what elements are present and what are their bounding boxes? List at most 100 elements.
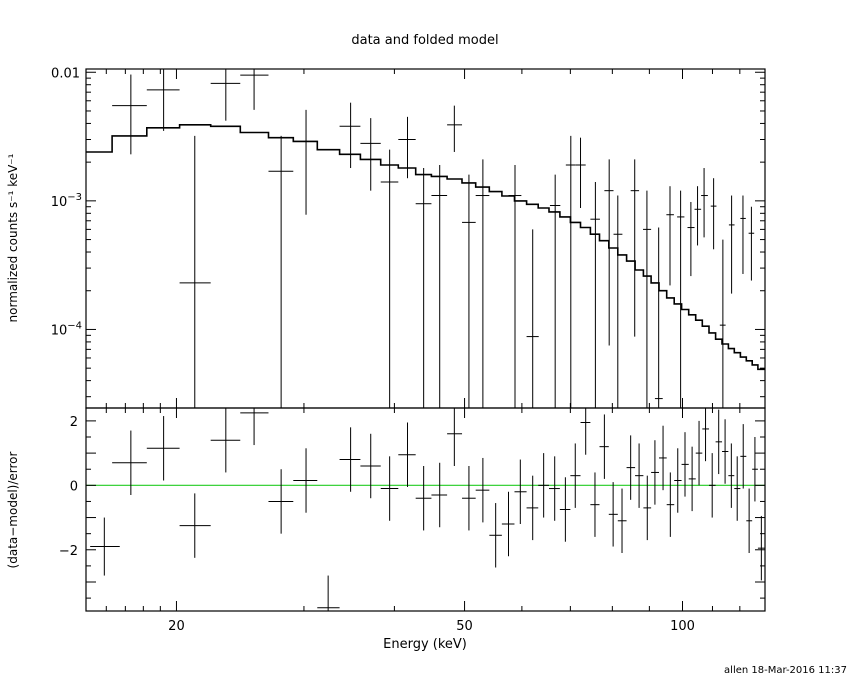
data-points (112, 69, 755, 408)
residual-point (728, 443, 735, 508)
residual-point (617, 488, 627, 553)
residual-point (702, 408, 710, 462)
residual-point (380, 456, 399, 521)
data-point (565, 135, 576, 408)
data-point (431, 165, 448, 408)
residual-point (681, 432, 689, 497)
data-point (728, 195, 735, 294)
residual-point (538, 453, 549, 518)
data-point (740, 195, 746, 274)
residual-point (659, 425, 667, 491)
data-point (415, 168, 432, 408)
residual-point (462, 466, 476, 531)
data-point (360, 118, 381, 191)
residual-point (570, 443, 581, 508)
model-step-line (86, 124, 765, 371)
residual-point (643, 475, 652, 541)
data-point (590, 182, 600, 408)
y-tick-label: −2 (59, 544, 78, 559)
residual-point (757, 515, 765, 581)
residual-point (695, 420, 703, 486)
bottom-y-axis-label: (data−model)/error (6, 451, 20, 568)
residual-point (146, 416, 180, 481)
y-tick-label: 2 (70, 415, 78, 430)
data-point (398, 116, 416, 179)
data-point (748, 206, 755, 281)
data-point (508, 165, 522, 408)
top-y-axis-label: normalized counts s⁻¹ keV⁻¹ (6, 153, 20, 322)
y-tick-label: 10−3 (51, 192, 82, 210)
x-axis-label: Energy (keV) (383, 637, 467, 652)
data-point (462, 174, 476, 408)
data-point (694, 186, 702, 246)
residual-point (599, 414, 609, 479)
y-tick-label: 0.01 (51, 66, 80, 81)
residual-point (415, 466, 432, 531)
data-point (666, 186, 674, 286)
residual-point (651, 440, 660, 505)
residual-point (635, 443, 644, 508)
residual-point (722, 419, 729, 484)
residual-point (112, 430, 147, 495)
residual-point (734, 456, 741, 521)
residual-point (674, 448, 682, 513)
data-point (146, 69, 180, 131)
x-tick-label: 20 (168, 619, 185, 634)
residual-point (90, 517, 120, 576)
data-point (475, 159, 490, 408)
residual-point (580, 408, 591, 455)
data-point (293, 109, 318, 215)
residual-point (746, 488, 753, 553)
footer-stamp: allen 18-Mar-2016 11:37 (724, 665, 847, 676)
data-point (268, 135, 294, 408)
bottom-panel: 2 0 −2 (59, 407, 766, 612)
residual-point (688, 446, 696, 512)
x-tick-label: 50 (456, 619, 473, 634)
residual-point (666, 472, 675, 537)
data-point (687, 201, 695, 277)
residual-point (740, 424, 747, 489)
data-point (677, 190, 685, 408)
residual-point (715, 409, 723, 475)
residual-point (475, 457, 490, 523)
residual-point (548, 456, 560, 521)
data-point (210, 69, 241, 121)
data-point (339, 102, 361, 169)
data-point (380, 149, 399, 408)
data-point (549, 174, 561, 408)
residual-point (626, 435, 636, 500)
bottom-frame (85, 407, 766, 612)
data-point (710, 178, 717, 250)
residual-point (447, 408, 463, 466)
data-point (643, 190, 652, 408)
data-point (526, 229, 539, 408)
residual-point (179, 493, 211, 558)
data-point (112, 74, 147, 155)
folded-model-curve (86, 124, 765, 371)
residual-point (526, 475, 539, 541)
residual-point (210, 408, 241, 473)
y-tick-label: 10−4 (51, 320, 82, 338)
chart-title: data and folded model (351, 33, 498, 48)
residual-point (293, 448, 318, 513)
data-point (613, 195, 623, 408)
data-point (240, 69, 269, 110)
residual-point (360, 433, 381, 499)
data-point (701, 168, 708, 238)
data-point (719, 239, 726, 408)
residual-point (489, 503, 502, 568)
data-point (447, 105, 463, 152)
x-tick-label: 100 (670, 619, 695, 634)
residual-point (339, 427, 361, 492)
data-point (630, 159, 640, 337)
residual-point (431, 462, 448, 528)
residual-point (590, 472, 600, 537)
residual-point (398, 422, 416, 487)
y-tick-label: 0 (70, 479, 78, 494)
residual-point (559, 477, 571, 542)
residual-point (317, 575, 340, 611)
residual-point (752, 437, 758, 502)
data-point (179, 135, 211, 408)
data-point (604, 159, 614, 346)
